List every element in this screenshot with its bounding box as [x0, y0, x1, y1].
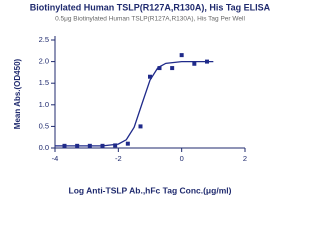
chart: Biotinylated Human TSLP(R127A,R130A), Hi… [0, 0, 300, 200]
data-point [138, 124, 143, 129]
data-point [113, 143, 118, 148]
data-point [157, 66, 162, 71]
chart-title: Biotinylated Human TSLP(R127A,R130A), Hi… [30, 2, 271, 12]
y-tick-label: 2.5 [39, 35, 49, 44]
fit-curve [55, 60, 214, 147]
data-point [125, 141, 130, 146]
x-axis-label: Log Anti-TSLP Ab.,hFc Tag Conc.(μg/ml) [69, 185, 232, 195]
y-tick-label: 0.5 [39, 121, 49, 130]
x-tick-label: -4 [52, 154, 59, 163]
background [0, 0, 300, 200]
y-axis-label: Mean Abs.(OD450) [13, 58, 22, 129]
data-point [192, 61, 197, 66]
y-tick-label: 1.0 [39, 100, 49, 109]
data-point [179, 53, 184, 58]
data-point [170, 66, 175, 71]
y-tick-label: 1.5 [39, 78, 49, 87]
y-tick-label: 0.0 [39, 143, 49, 152]
x-tick-label: 2 [243, 154, 247, 163]
x-tick-label: 0 [180, 154, 184, 163]
data-point [148, 74, 152, 79]
x-tick-label: -2 [115, 154, 122, 163]
chart-subtitle: 0.5μg Biotinylated Human TSLP(R127A,R130… [55, 16, 245, 23]
y-tick-label: 2.0 [39, 57, 49, 66]
